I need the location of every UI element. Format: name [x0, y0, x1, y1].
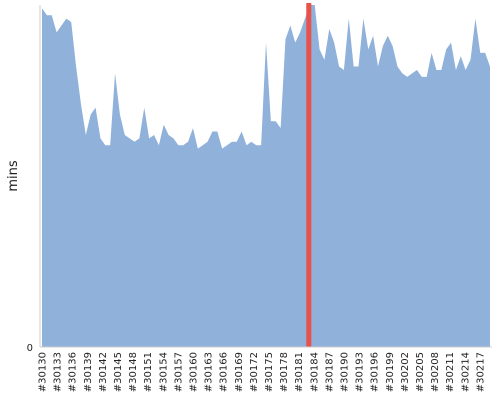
x-tick-label: #30145: [113, 352, 124, 392]
x-tick-label: #30181: [294, 352, 305, 392]
x-tick-label: #30202: [400, 352, 411, 392]
y-tick-labels: 0: [27, 343, 33, 354]
x-tick-label: #30166: [219, 352, 230, 392]
marker-line: [306, 3, 312, 347]
y-axis-label: mins: [6, 160, 21, 192]
plot-area: [42, 3, 490, 347]
x-tick-label: #30193: [355, 352, 366, 392]
x-tick-label: #30130: [38, 352, 49, 392]
x-tick-label: #30211: [445, 352, 456, 392]
x-tick-label: #30169: [234, 352, 245, 392]
x-tick-label: #30190: [340, 352, 351, 392]
x-tick-labels: #30130 #30133 #30136 #30139 #30142 #30145 #301…: [38, 352, 487, 392]
x-tick-label: #30139: [83, 352, 94, 392]
x-tick-label: #30184: [309, 352, 320, 392]
x-tick-label: #30160: [189, 352, 200, 392]
x-tick-label: #30178: [279, 352, 290, 392]
series-area-0: [42, 5, 490, 347]
x-tick-label: #30199: [385, 352, 396, 392]
x-tick-label: #30208: [430, 352, 441, 392]
x-tick-label: #30187: [324, 352, 335, 392]
x-tick-label: #30205: [415, 352, 426, 392]
x-tick-label: #30214: [460, 352, 471, 392]
x-tick-label: #30133: [53, 352, 64, 392]
x-tick-label: #30148: [128, 352, 139, 392]
x-tick-label: #30172: [249, 352, 260, 392]
x-tick-label: #30217: [475, 352, 486, 392]
x-tick-label: #30151: [143, 352, 154, 392]
x-tick-label: #30136: [68, 352, 79, 392]
x-tick-label: #30157: [173, 352, 184, 392]
x-tick-label: #30142: [98, 352, 109, 392]
x-tick-label: #30196: [370, 352, 381, 392]
x-tick-label: #30154: [158, 352, 169, 392]
x-tick-label: #30163: [204, 352, 215, 392]
y-tick-label: 0: [27, 343, 33, 354]
x-tick-label: #30175: [264, 352, 275, 392]
